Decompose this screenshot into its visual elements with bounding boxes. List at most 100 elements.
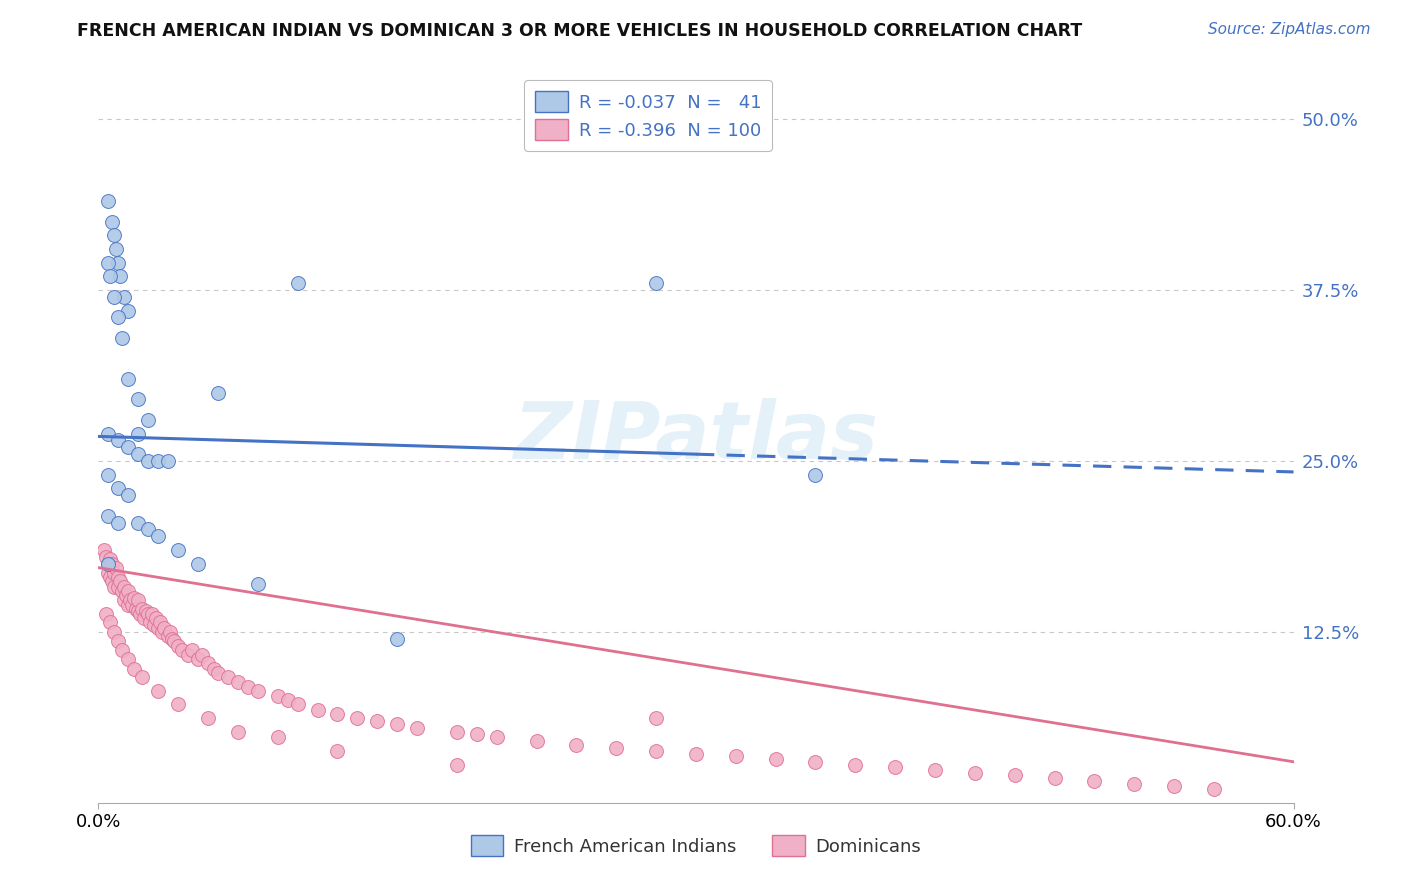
Point bbox=[97, 426, 120, 441]
Point bbox=[1004, 768, 1026, 782]
Point bbox=[124, 591, 146, 605]
Point bbox=[217, 670, 239, 684]
Point bbox=[226, 724, 249, 739]
Point bbox=[111, 583, 134, 598]
Point bbox=[385, 632, 409, 646]
Point bbox=[207, 665, 229, 680]
Point bbox=[157, 629, 180, 643]
Point bbox=[97, 467, 120, 482]
Point bbox=[107, 310, 129, 325]
Point bbox=[153, 621, 176, 635]
Point bbox=[135, 604, 157, 618]
Point bbox=[125, 601, 148, 615]
Point bbox=[465, 727, 488, 741]
Point bbox=[120, 593, 142, 607]
Point bbox=[963, 765, 986, 780]
Point bbox=[117, 652, 139, 666]
Point bbox=[406, 721, 429, 735]
Point bbox=[98, 615, 122, 630]
Point bbox=[117, 598, 139, 612]
Point bbox=[107, 516, 129, 530]
Point bbox=[127, 516, 149, 530]
Point bbox=[127, 392, 149, 407]
Point bbox=[117, 303, 139, 318]
Point bbox=[160, 632, 183, 646]
Point bbox=[148, 454, 170, 468]
Point bbox=[246, 683, 269, 698]
Point bbox=[111, 642, 134, 657]
Point bbox=[105, 560, 128, 574]
Point bbox=[366, 714, 388, 728]
Point bbox=[287, 698, 309, 712]
Point bbox=[97, 557, 120, 571]
Point bbox=[177, 648, 200, 662]
Point bbox=[267, 730, 290, 744]
Point bbox=[207, 385, 229, 400]
Point bbox=[93, 542, 115, 557]
Point bbox=[163, 634, 186, 648]
Point bbox=[191, 648, 214, 662]
Point bbox=[103, 228, 125, 243]
Point bbox=[159, 624, 181, 639]
Point bbox=[107, 434, 129, 448]
Point bbox=[150, 624, 173, 639]
Point bbox=[181, 642, 204, 657]
Point bbox=[103, 580, 125, 594]
Text: FRENCH AMERICAN INDIAN VS DOMINICAN 3 OR MORE VEHICLES IN HOUSEHOLD CORRELATION : FRENCH AMERICAN INDIAN VS DOMINICAN 3 OR… bbox=[77, 22, 1083, 40]
Point bbox=[187, 652, 209, 666]
Point bbox=[103, 624, 125, 639]
Point bbox=[446, 724, 468, 739]
Point bbox=[326, 744, 349, 758]
Point bbox=[124, 662, 146, 676]
Point bbox=[98, 552, 122, 566]
Point bbox=[127, 593, 149, 607]
Point bbox=[765, 752, 787, 766]
Point bbox=[645, 277, 668, 291]
Point bbox=[197, 711, 219, 725]
Point bbox=[139, 615, 162, 630]
Point bbox=[107, 570, 129, 584]
Point bbox=[117, 583, 139, 598]
Point bbox=[148, 621, 170, 635]
Text: Source: ZipAtlas.com: Source: ZipAtlas.com bbox=[1208, 22, 1371, 37]
Point bbox=[1123, 777, 1146, 791]
Point bbox=[121, 598, 143, 612]
Point bbox=[107, 256, 129, 270]
Point bbox=[115, 588, 138, 602]
Point bbox=[101, 557, 124, 571]
Point bbox=[103, 290, 125, 304]
Point bbox=[236, 680, 259, 694]
Point bbox=[136, 454, 159, 468]
Point bbox=[724, 749, 747, 764]
Point bbox=[1202, 782, 1225, 797]
Point bbox=[844, 757, 866, 772]
Point bbox=[326, 706, 349, 721]
Point bbox=[485, 730, 508, 744]
Point bbox=[117, 488, 139, 502]
Point bbox=[117, 440, 139, 454]
Point bbox=[267, 689, 290, 703]
Point bbox=[107, 634, 129, 648]
Point bbox=[134, 611, 156, 625]
Point bbox=[98, 269, 122, 284]
Point bbox=[685, 747, 707, 761]
Point bbox=[148, 683, 170, 698]
Point bbox=[287, 277, 309, 291]
Point bbox=[97, 557, 120, 571]
Point bbox=[96, 549, 118, 564]
Point bbox=[148, 529, 170, 543]
Point bbox=[1083, 773, 1105, 788]
Point bbox=[107, 481, 129, 495]
Point bbox=[307, 703, 329, 717]
Point bbox=[804, 755, 827, 769]
Point bbox=[110, 574, 132, 589]
Point bbox=[129, 607, 152, 621]
Point bbox=[107, 580, 129, 594]
Point bbox=[187, 557, 209, 571]
Point bbox=[446, 757, 468, 772]
Point bbox=[197, 657, 219, 671]
Point bbox=[101, 574, 124, 589]
Point bbox=[246, 577, 269, 591]
Point bbox=[145, 611, 167, 625]
Point bbox=[884, 760, 907, 774]
